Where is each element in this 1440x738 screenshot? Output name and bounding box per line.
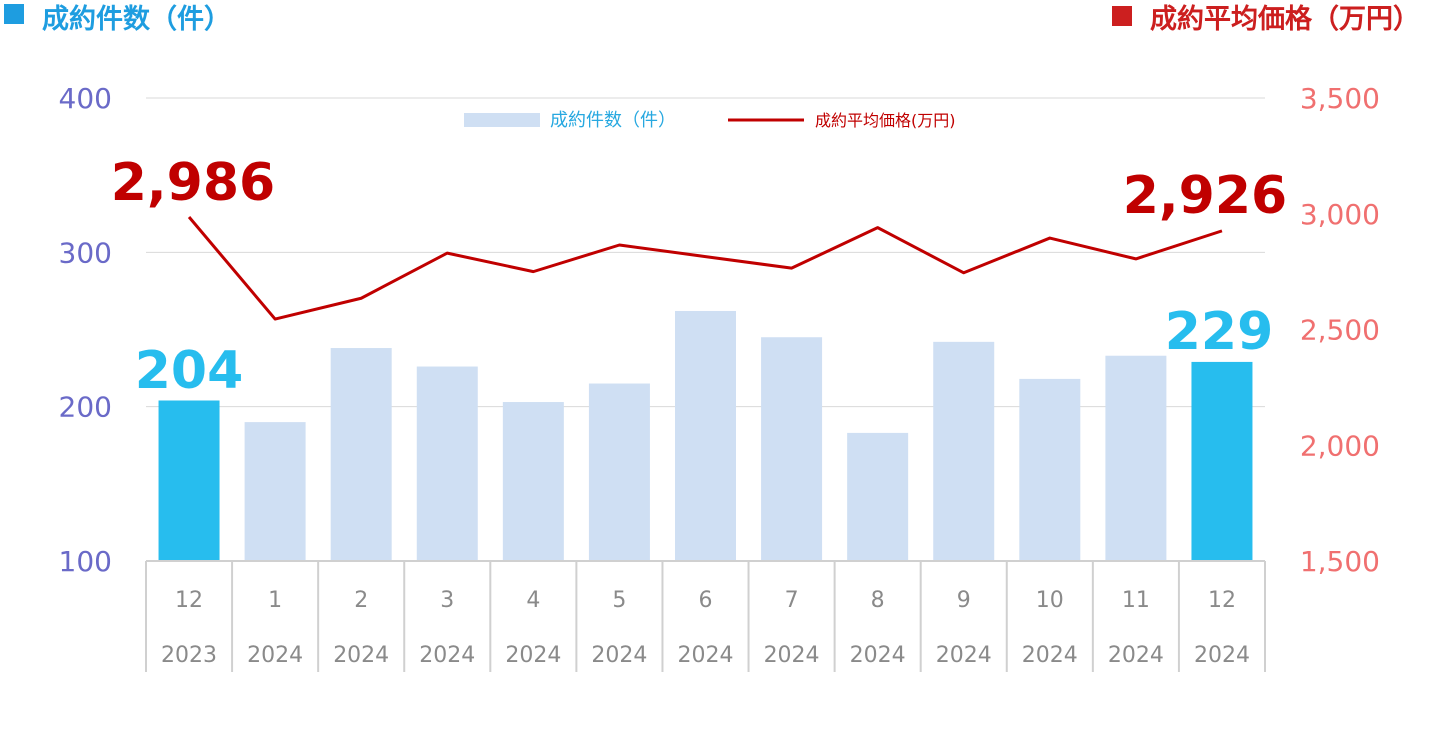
- category-label: 3: [440, 588, 454, 613]
- price-series-line: [187, 216, 1223, 321]
- price-title: 成約平均価格（万円）: [1150, 3, 1420, 35]
- category-label: 2: [354, 588, 368, 613]
- count-title-marker: [4, 4, 24, 24]
- category-label: 6: [699, 588, 713, 613]
- right-axis-ticks: 1,500 2,000 2,500 3,000 3,500: [1300, 82, 1380, 578]
- bar: [158, 400, 220, 561]
- left-tick-label: 400: [59, 82, 112, 115]
- left-tick-label: 200: [59, 391, 112, 424]
- year-label: 2024: [936, 643, 992, 668]
- legend-price-label: 成約平均価格(万円): [815, 111, 956, 130]
- year-label: 2024: [591, 643, 647, 668]
- price-line: [187, 216, 1223, 321]
- category-label: 12: [175, 588, 203, 613]
- right-tick-label: 1,500: [1300, 545, 1380, 578]
- price-title-marker: [1112, 6, 1132, 26]
- bar: [416, 366, 478, 561]
- bar: [1105, 355, 1167, 561]
- callout-first-count: 204: [135, 341, 244, 401]
- year-label: 2024: [505, 643, 561, 668]
- category-label: 9: [957, 588, 971, 613]
- bar: [244, 422, 306, 561]
- year-label: 2024: [1022, 643, 1078, 668]
- bar: [761, 337, 823, 561]
- year-label: 2024: [1108, 643, 1164, 668]
- left-axis-ticks: 100 200 300 400: [59, 82, 112, 578]
- callout-last-price: 2,926: [1123, 166, 1287, 226]
- bar: [588, 383, 650, 561]
- year-label: 2024: [678, 643, 734, 668]
- bar: [847, 432, 909, 561]
- left-tick-label: 300: [59, 236, 112, 269]
- year-label: 2024: [333, 643, 389, 668]
- legend-count-label: 成約件数（件）: [550, 110, 676, 131]
- right-tick-label: 2,500: [1300, 314, 1380, 347]
- bars: [158, 310, 1253, 561]
- category-label: 7: [785, 588, 799, 613]
- year-label: 2024: [764, 643, 820, 668]
- bar: [933, 341, 995, 561]
- year-label: 2024: [850, 643, 906, 668]
- year-label: 2023: [161, 643, 217, 668]
- category-label: 11: [1122, 588, 1150, 613]
- category-label: 10: [1036, 588, 1064, 613]
- right-tick-label: 3,500: [1300, 82, 1380, 115]
- year-label: 2024: [247, 643, 303, 668]
- bar: [330, 348, 392, 561]
- bar: [502, 402, 564, 561]
- right-tick-label: 2,000: [1300, 429, 1380, 462]
- year-label: 2024: [419, 643, 475, 668]
- category-label: 5: [612, 588, 626, 613]
- category-label: 8: [871, 588, 885, 613]
- count-title: 成約件数（件）: [42, 3, 231, 35]
- x-axis: [145, 560, 1266, 672]
- category-labels: 12 2023 1 2024 2 2024 3 2024 4 2024 5 2024 6 2024 7 202…: [161, 588, 1250, 668]
- left-tick-label: 100: [59, 545, 112, 578]
- legend-count-swatch: [464, 113, 540, 127]
- year-label: 2024: [1194, 643, 1250, 668]
- callout-last-count: 229: [1165, 302, 1274, 362]
- right-tick-label: 3,000: [1300, 198, 1380, 231]
- callout-first-price: 2,986: [111, 153, 275, 213]
- bar: [1019, 378, 1081, 561]
- bar: [675, 310, 736, 561]
- bar: [1191, 361, 1253, 561]
- category-label: 12: [1208, 588, 1236, 613]
- legend: 成約件数（件） 成約平均価格(万円): [464, 110, 956, 131]
- category-label: 1: [268, 588, 282, 613]
- category-label: 4: [526, 588, 540, 613]
